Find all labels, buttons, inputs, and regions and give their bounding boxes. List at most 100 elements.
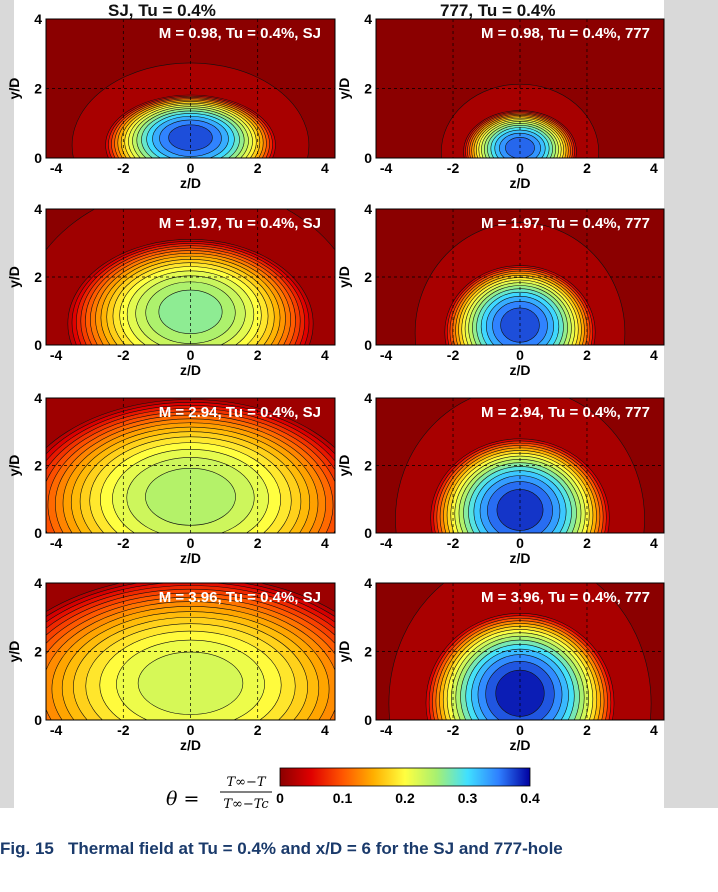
x-tick-label: 4 <box>321 347 329 363</box>
y-tick-label: 0 <box>34 337 42 353</box>
panel-title: M = 3.96, Tu = 0.4%, SJ <box>159 589 321 606</box>
plot-frame <box>375 397 665 534</box>
y-tick-label: 2 <box>34 644 42 660</box>
x-tick-label: 2 <box>583 535 591 551</box>
x-tick-label: 2 <box>583 160 591 176</box>
contour-panel-3: M = 1.97, Tu = 0.4%, SJ -4 -2 0 2 4 0 2 4 z/D y/D <box>6 201 336 378</box>
y-tick-label: 4 <box>364 575 372 591</box>
y-tick-label: 2 <box>34 458 42 474</box>
x-tick-label: -4 <box>50 347 63 363</box>
x-axis-label: z/D <box>510 362 531 378</box>
x-tick-label: -4 <box>380 347 393 363</box>
y-tick-label: 2 <box>34 81 42 97</box>
plot-frame <box>45 18 336 159</box>
x-tick-label: -2 <box>447 722 460 738</box>
x-tick-label: 4 <box>321 722 329 738</box>
formula-denominator: T∞−Tc <box>223 797 269 808</box>
x-tick-label: -2 <box>447 347 460 363</box>
x-tick-label: -4 <box>380 535 393 551</box>
y-axis-label: y/D <box>6 78 22 100</box>
x-tick-label: 4 <box>650 535 658 551</box>
caption-text: Thermal field at Tu = 0.4% and x/D = 6 f… <box>68 839 563 858</box>
caption-label: Fig. 15 <box>0 839 54 858</box>
contour-panel-6: M = 2.94, Tu = 0.4%, 777 -4 -2 0 2 4 0 2 4 z/D y/D <box>336 390 665 566</box>
y-tick-label: 4 <box>34 575 42 591</box>
panel-title: M = 0.98, Tu = 0.4%, 777 <box>481 25 650 42</box>
x-axis-label: z/D <box>180 550 201 566</box>
plot-frame <box>45 582 336 721</box>
x-tick-label: 2 <box>254 160 262 176</box>
y-axis-label: y/D <box>336 455 352 477</box>
panel-title: M = 2.94, Tu = 0.4%, 777 <box>481 404 650 421</box>
x-tick-label: 4 <box>650 347 658 363</box>
x-tick-label: 4 <box>321 160 329 176</box>
y-axis-label: y/D <box>6 641 22 663</box>
column-title-sj: SJ, Tu = 0.4% <box>108 1 216 20</box>
x-tick-label: -4 <box>50 160 63 176</box>
y-axis-label: y/D <box>6 455 22 477</box>
y-axis-label: y/D <box>336 641 352 663</box>
panel-title: M = 2.94, Tu = 0.4%, SJ <box>159 404 321 421</box>
x-axis-label: z/D <box>180 737 201 753</box>
colorbar-tick-label: 0 <box>276 790 284 806</box>
contour-plots: M = 0.98, Tu = 0.4%, SJ-4 -2 0 2 4024z/Dy/DM… <box>6 11 665 808</box>
x-tick-label: 4 <box>321 535 329 551</box>
y-tick-label: 2 <box>364 81 372 97</box>
y-tick-label: 0 <box>364 712 372 728</box>
x-tick-label: 2 <box>254 535 262 551</box>
y-axis-label: y/D <box>6 266 22 288</box>
x-tick-label: 0 <box>187 535 195 551</box>
contour-panel-4: M = 1.97, Tu = 0.4%, 777 -4 -2 0 2 4 0 2 4 z/D y/D <box>336 201 665 378</box>
x-tick-label: -2 <box>447 535 460 551</box>
x-axis-label: z/D <box>510 175 531 191</box>
y-axis-label: y/D <box>336 78 352 100</box>
y-tick-label: 2 <box>34 269 42 285</box>
contour-band <box>137 651 244 715</box>
x-tick-label: 0 <box>516 347 524 363</box>
x-tick-label: 2 <box>254 347 262 363</box>
panel-title: M = 3.96, Tu = 0.4%, 777 <box>481 589 650 606</box>
x-tick-label: -4 <box>50 722 63 738</box>
panel-title: M = 1.97, Tu = 0.4%, 777 <box>481 215 650 232</box>
x-tick-label: -4 <box>380 722 393 738</box>
x-tick-label: 0 <box>516 722 524 738</box>
y-tick-label: 2 <box>364 458 372 474</box>
figure-caption: Fig. 15 Thermal field at Tu = 0.4% and x… <box>0 838 718 859</box>
panel-title: M = 1.97, Tu = 0.4%, SJ <box>159 215 321 232</box>
x-tick-label: -2 <box>447 160 460 176</box>
plot-frame <box>45 397 336 534</box>
colorbar: 0 0.1 0.2 0.3 0.4 θ = T∞−T T∞−Tc <box>166 767 540 808</box>
x-tick-label: -4 <box>50 535 63 551</box>
x-tick-label: -2 <box>117 722 130 738</box>
y-tick-label: 0 <box>34 525 42 541</box>
y-tick-label: 4 <box>364 201 372 217</box>
x-tick-label: 4 <box>650 722 658 738</box>
y-tick-label: 2 <box>364 269 372 285</box>
plot-frame <box>45 208 336 346</box>
plot-frame <box>375 208 665 346</box>
y-axis-label: y/D <box>336 266 352 288</box>
y-tick-label: 2 <box>364 644 372 660</box>
x-tick-label: 2 <box>583 722 591 738</box>
x-tick-label: 0 <box>187 160 195 176</box>
x-tick-label: -2 <box>117 535 130 551</box>
x-axis-label: z/D <box>510 737 531 753</box>
x-tick-label: 4 <box>650 160 658 176</box>
plot-frame <box>375 18 665 159</box>
panel-title: M = 0.98, Tu = 0.4%, SJ <box>159 25 321 42</box>
x-axis-label: z/D <box>180 175 201 191</box>
contour-panel-2: M = 0.98, Tu = 0.4%, 777 -4 -2 0 2 4 0 2 4 z/D y/D <box>336 11 665 191</box>
theta-symbol: θ = <box>166 788 199 808</box>
x-tick-label: 2 <box>583 347 591 363</box>
colorbar-tick-label: 0.2 <box>395 790 415 806</box>
x-tick-label: -2 <box>117 347 130 363</box>
colorbar-tick-label: 0.4 <box>520 790 540 806</box>
contour-panel-5: M = 2.94, Tu = 0.4%, SJ -4 -2 0 2 4 0 2 4 z/D y/D <box>6 390 336 566</box>
x-tick-label: -2 <box>117 160 130 176</box>
formula-numerator: T∞−T <box>226 775 266 790</box>
y-tick-label: 0 <box>364 337 372 353</box>
colorbar-gradient <box>279 767 531 787</box>
contour-band <box>168 124 213 151</box>
y-tick-label: 4 <box>34 201 42 217</box>
y-tick-label: 0 <box>364 525 372 541</box>
